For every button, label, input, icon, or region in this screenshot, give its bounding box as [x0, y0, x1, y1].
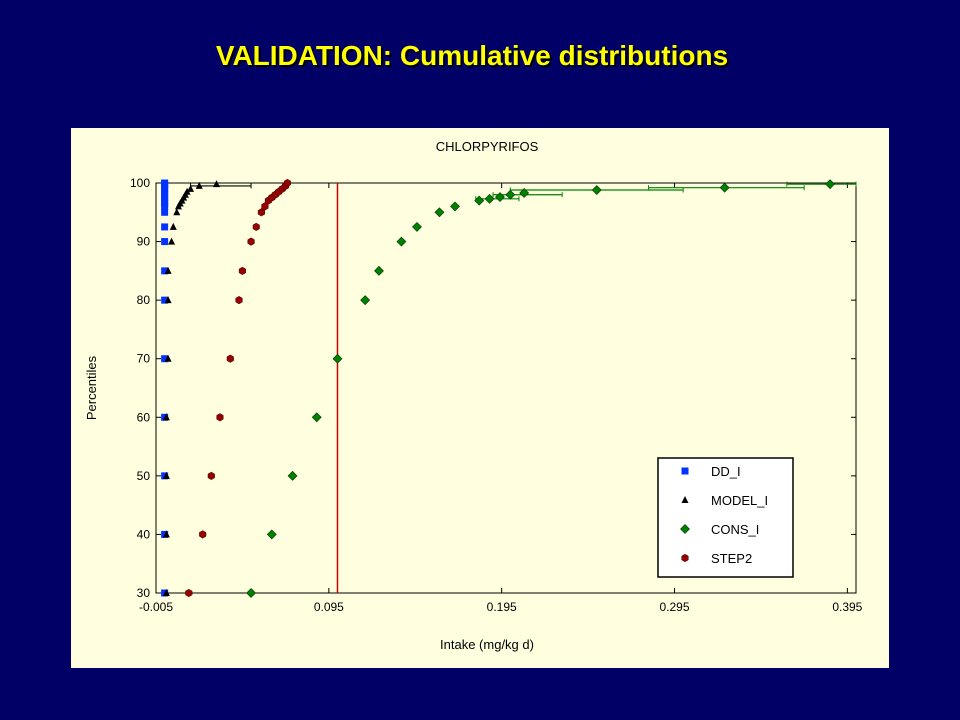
series-model-i — [162, 180, 252, 596]
legend-marker — [681, 496, 689, 503]
legend-marker — [681, 467, 689, 475]
data-point — [173, 208, 181, 216]
data-point — [434, 207, 445, 218]
data-point — [235, 296, 243, 305]
data-point — [183, 187, 191, 195]
x-axis-label: Intake (mg/kg d) — [440, 637, 534, 652]
y-tick-label: 80 — [137, 293, 151, 307]
y-tick-label: 40 — [137, 527, 151, 541]
data-point — [287, 470, 298, 481]
data-point — [161, 223, 169, 231]
data-point — [825, 179, 835, 190]
data-point — [162, 589, 170, 596]
data-point — [246, 588, 256, 598]
y-axis-label: Percentiles — [84, 355, 99, 420]
data-point — [374, 265, 384, 276]
chart-panel: CHLORPYRIFOS 30 40 50 60 70 80 90 100 -0.005 0.09… — [71, 128, 889, 668]
x-tick-label: 0.395 — [832, 600, 862, 614]
data-point — [169, 222, 177, 230]
data-point — [396, 236, 407, 247]
data-point — [360, 295, 371, 306]
data-point — [161, 208, 169, 216]
data-point — [450, 201, 460, 212]
data-point — [162, 413, 170, 421]
data-point — [495, 192, 505, 202]
data-point — [161, 238, 169, 246]
axis-ticks: 30 40 50 60 70 80 90 100 -0.005 0.095 0.195 0.295 0.… — [130, 176, 863, 614]
y-tick-label: 70 — [137, 352, 151, 366]
data-point — [332, 353, 343, 364]
data-point — [474, 195, 485, 206]
y-tick-label: 30 — [137, 586, 151, 600]
legend-label: MODEL_I — [711, 493, 768, 508]
data-point — [719, 182, 730, 193]
chart-title: CHLORPYRIFOS — [436, 139, 539, 154]
x-tick-label: -0.005 — [139, 600, 173, 614]
cumulative-distribution-chart: CHLORPYRIFOS 30 40 50 60 70 80 90 100 -0.005 0.09… — [84, 139, 863, 652]
data-point — [164, 354, 172, 362]
data-point — [185, 588, 193, 598]
y-tick-label: 100 — [130, 176, 150, 190]
data-point — [283, 178, 291, 188]
x-tick-label: 0.095 — [314, 600, 344, 614]
legend-label: DD_I — [711, 464, 741, 479]
data-point — [266, 529, 277, 540]
x-tick-label: 0.195 — [487, 600, 517, 614]
legend-label: CONS_I — [711, 522, 759, 537]
series-group — [161, 178, 857, 598]
y-tick-label: 90 — [137, 235, 151, 249]
data-point — [195, 181, 203, 189]
data-point — [162, 530, 170, 538]
legend-box — [657, 457, 794, 578]
y-tick-label: 60 — [137, 410, 151, 424]
data-point — [187, 184, 195, 192]
series-step2 — [185, 178, 291, 598]
data-point — [257, 208, 265, 217]
data-point — [238, 266, 246, 275]
data-point — [247, 237, 255, 246]
series-cons-i — [246, 179, 857, 598]
data-point — [161, 179, 169, 187]
data-point — [164, 266, 172, 274]
data-point — [519, 188, 530, 198]
legend-marker — [680, 524, 690, 534]
legend-label: STEP2 — [711, 551, 752, 566]
data-point — [252, 222, 260, 231]
data-point — [311, 412, 322, 423]
slide-title: VALIDATION: Cumulative distributions — [215, 40, 729, 71]
data-point — [216, 413, 224, 422]
data-point — [505, 189, 516, 200]
data-point — [161, 355, 169, 363]
data-point — [412, 222, 422, 232]
legend-marker — [681, 553, 689, 563]
data-point — [162, 471, 170, 479]
data-point — [207, 471, 215, 480]
data-point — [212, 180, 220, 188]
data-point — [161, 296, 169, 304]
plot-frame — [155, 182, 857, 594]
data-point — [168, 237, 176, 245]
x-tick-label: 0.295 — [660, 600, 690, 614]
data-point — [591, 185, 602, 195]
data-point — [161, 267, 169, 275]
data-point — [164, 296, 172, 304]
y-tick-label: 50 — [137, 469, 151, 483]
legend: DD_I MODEL_I CONS_I STEP2 — [657, 457, 794, 578]
data-point — [484, 193, 495, 204]
data-point — [226, 354, 234, 363]
data-point — [199, 530, 207, 539]
